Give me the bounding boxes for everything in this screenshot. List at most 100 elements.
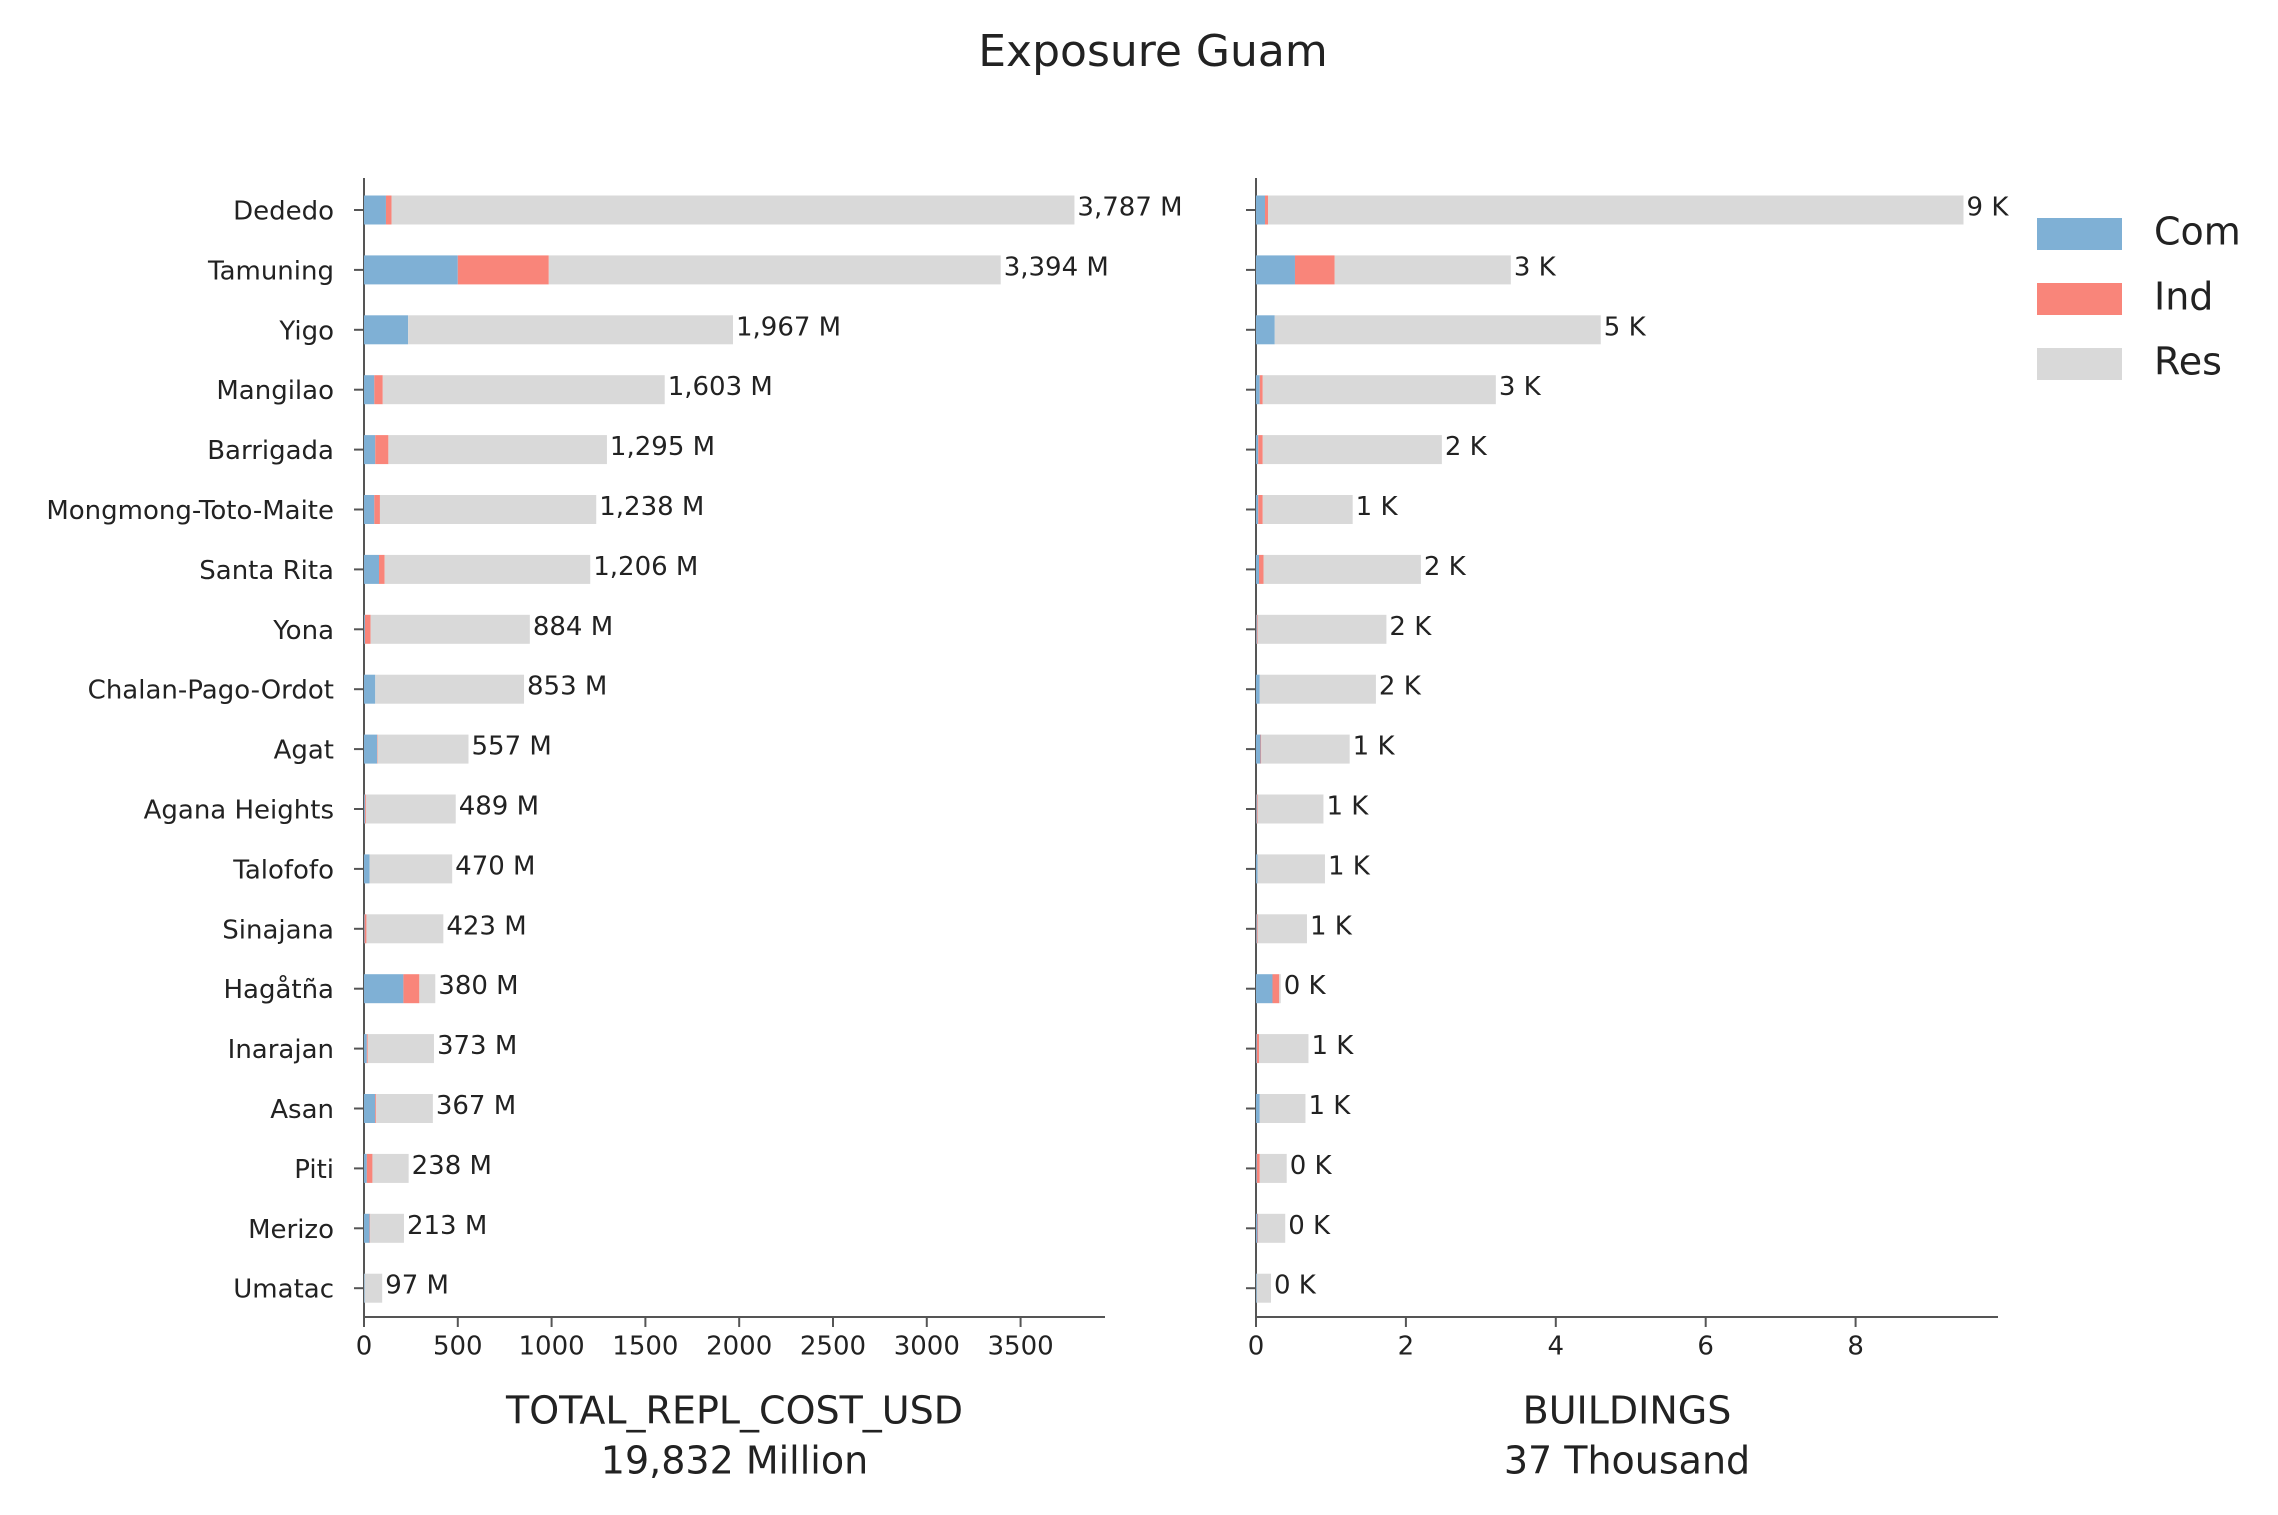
- bar-segment: [1275, 315, 1601, 344]
- bar-segment: [376, 1094, 433, 1123]
- y-tick-label: Hagåtña: [223, 974, 334, 1005]
- bar-segment: [1258, 1214, 1285, 1243]
- total-label: 470 M: [455, 851, 535, 881]
- bar-segment: [1257, 914, 1258, 943]
- bar-segment: [1261, 735, 1349, 764]
- bar-segment: [367, 1154, 373, 1183]
- x-axis-title: TOTAL_REPL_COST_USD: [505, 1389, 963, 1433]
- bar-segment: [374, 495, 380, 524]
- total-label: 1 K: [1353, 732, 1396, 762]
- legend-label: Com: [2154, 210, 2241, 254]
- bar-segment: [364, 495, 374, 524]
- bar-segment: [1257, 1274, 1271, 1303]
- bar-segment: [1263, 375, 1496, 404]
- total-label: 0 K: [1290, 1151, 1333, 1181]
- bar-segment: [364, 795, 365, 824]
- total-label: 0 K: [1284, 971, 1327, 1001]
- total-label: 1 K: [1308, 1091, 1351, 1121]
- bar-segment: [1257, 1154, 1260, 1183]
- bar-segment: [370, 854, 453, 883]
- bar-segment: [364, 555, 379, 584]
- legend-label: Ind: [2154, 275, 2213, 319]
- x-tick-label: 4: [1548, 1332, 1565, 1362]
- total-label: 3,787 M: [1077, 193, 1182, 223]
- bar-segment: [374, 375, 382, 404]
- bar-segment: [408, 315, 733, 344]
- total-label: 1 K: [1328, 851, 1371, 881]
- bar-segment: [364, 1094, 375, 1123]
- total-label: 2 K: [1389, 612, 1432, 642]
- x-tick-label: 500: [433, 1332, 483, 1362]
- y-tick-label: Tamuning: [207, 256, 334, 286]
- bar-segment: [1256, 315, 1275, 344]
- total-label: 2 K: [1424, 552, 1467, 582]
- legend-swatch: [2037, 348, 2122, 380]
- bar-segment: [1256, 914, 1257, 943]
- bar-segment: [365, 914, 367, 943]
- bar-segment: [1256, 255, 1295, 284]
- total-label: 3,394 M: [1004, 252, 1109, 282]
- total-label: 853 M: [527, 672, 607, 702]
- x-tick-label: 0: [1248, 1332, 1265, 1362]
- bar-segment: [1256, 675, 1260, 704]
- bar-segment: [364, 196, 386, 225]
- bar-segment: [1257, 1034, 1259, 1063]
- bar-segment: [366, 795, 456, 824]
- bar-segment: [1256, 375, 1260, 404]
- bar-segment: [378, 735, 469, 764]
- total-label: 373 M: [437, 1031, 517, 1061]
- total-label: 1,967 M: [736, 312, 841, 342]
- bar-segment: [1263, 555, 1420, 584]
- y-tick-label: Piti: [294, 1155, 334, 1185]
- bar-segment: [364, 854, 370, 883]
- total-label: 9 K: [1967, 193, 2010, 223]
- bar-segment: [1256, 735, 1260, 764]
- bar-segment: [371, 615, 530, 644]
- total-label: 423 M: [446, 911, 526, 941]
- bar-segment: [1256, 435, 1258, 464]
- bar-segment: [1256, 1034, 1257, 1063]
- x-tick-label: 8: [1847, 1332, 1864, 1362]
- y-tick-label: Barrigada: [207, 436, 334, 466]
- x-axis-subtitle: 37 Thousand: [1504, 1439, 1750, 1483]
- bar-segment: [1257, 854, 1324, 883]
- bar-segment: [364, 914, 365, 943]
- bar-segment: [1256, 854, 1257, 883]
- bar-segment: [364, 1274, 365, 1303]
- bar-segment: [375, 1094, 376, 1123]
- y-tick-label: Agat: [274, 736, 334, 766]
- bar-segment: [364, 1154, 367, 1183]
- bar-segment: [1258, 495, 1262, 524]
- y-tick-label: Umatac: [233, 1275, 334, 1305]
- bar-segment: [1257, 1214, 1258, 1243]
- bar-segment: [1256, 615, 1257, 644]
- bar-segment: [1256, 196, 1265, 225]
- bar-segment: [364, 315, 408, 344]
- x-tick-label: 2000: [706, 1332, 772, 1362]
- y-tick-label: Asan: [270, 1095, 334, 1125]
- total-label: 1 K: [1326, 792, 1369, 822]
- y-tick-label: Dededo: [233, 197, 334, 227]
- bar-segment: [1256, 495, 1258, 524]
- total-label: 1,206 M: [593, 552, 698, 582]
- y-tick-label: Sinajana: [222, 915, 334, 945]
- bar-segment: [386, 196, 392, 225]
- bar-segment: [1256, 1274, 1257, 1303]
- bar-segment: [1268, 196, 1964, 225]
- bar-segment: [367, 1034, 368, 1063]
- bar-segment: [380, 495, 596, 524]
- bar-segment: [365, 1274, 383, 1303]
- y-tick-label: Agana Heights: [144, 796, 334, 826]
- x-tick-label: 6: [1697, 1332, 1714, 1362]
- bar-segment: [375, 675, 524, 704]
- x-tick-label: 1000: [519, 1332, 585, 1362]
- x-tick-label: 3500: [987, 1332, 1053, 1362]
- total-label: 3 K: [1499, 372, 1542, 402]
- bar-segment: [1256, 555, 1259, 584]
- total-label: 1 K: [1310, 911, 1353, 941]
- bar-segment: [366, 914, 443, 943]
- bar-segment: [385, 555, 591, 584]
- bar-segment: [364, 1214, 370, 1243]
- bar-segment: [364, 675, 375, 704]
